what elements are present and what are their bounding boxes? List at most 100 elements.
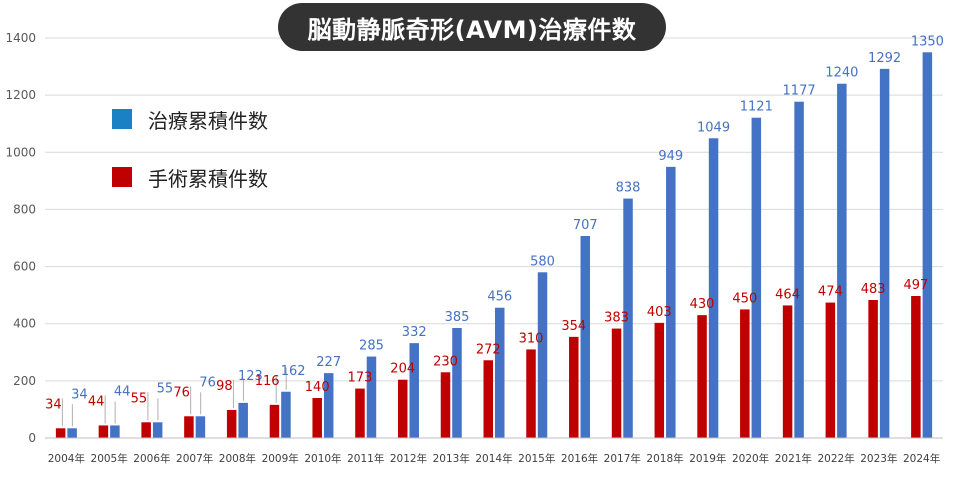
data-label-surgery-1: 44 [88,394,105,409]
x-tick-label-3: 2007年 [176,452,213,465]
bar-surgery-17 [782,305,793,438]
legend-label-treatment: 治療累積件数 [148,108,268,133]
data-label-treatment-4: 123 [238,369,263,384]
bar-surgery-1 [98,425,109,438]
bar-treatment-16 [751,117,762,438]
data-label-treatment-17: 1177 [783,84,816,99]
data-label-treatment-14: 949 [658,149,683,164]
data-label-treatment-1: 44 [114,384,131,399]
y-tick-label-0: 0 [28,431,36,445]
bar-surgery-4 [226,410,237,438]
data-label-treatment-13: 838 [616,181,641,196]
legend-swatch-treatment [112,109,132,129]
bar-surgery-9 [440,372,451,438]
data-label-treatment-9: 385 [445,310,470,325]
data-label-treatment-3: 76 [199,375,216,390]
bar-treatment-5 [281,391,291,438]
bar-surgery-7 [355,388,365,438]
data-label-surgery-5: 116 [255,374,280,389]
data-label-surgery-8: 204 [390,362,415,377]
data-label-surgery-0: 34 [45,397,62,412]
x-tick-label-13: 2017年 [604,452,641,465]
data-label-treatment-12: 707 [573,218,598,233]
bar-treatment-6 [323,373,334,438]
x-tick-label-7: 2011年 [347,452,384,465]
bar-treatment-2 [152,422,163,438]
data-label-surgery-2: 55 [131,391,148,406]
bar-treatment-10 [495,307,505,438]
data-label-treatment-19: 1292 [868,51,901,66]
data-label-surgery-20: 497 [903,278,928,293]
bar-surgery-16 [740,309,750,438]
x-tick-label-5: 2009年 [262,452,299,465]
y-tick-label-600: 600 [13,260,36,274]
x-tick-label-15: 2019年 [689,452,726,465]
bar-surgery-15 [697,315,707,438]
x-tick-label-18: 2022年 [817,452,854,465]
bar-treatment-1 [110,425,120,438]
x-tick-label-20: 2024年 [903,452,940,465]
x-tick-label-10: 2014年 [475,452,512,465]
bar-surgery-14 [654,322,665,438]
data-label-treatment-7: 285 [359,339,384,354]
bar-surgery-5 [269,404,280,438]
data-label-treatment-15: 1049 [697,120,730,135]
bar-surgery-10 [483,360,493,438]
data-label-surgery-16: 450 [732,291,757,306]
y-tick-label-800: 800 [13,202,36,216]
data-label-treatment-6: 227 [316,355,341,370]
data-label-treatment-2: 55 [157,381,174,396]
bar-surgery-2 [141,422,151,438]
bar-treatment-18 [837,83,847,438]
x-tick-label-6: 2010年 [304,452,341,465]
bar-treatment-17 [794,101,804,438]
data-label-surgery-17: 464 [775,287,800,302]
x-tick-label-16: 2020年 [732,452,769,465]
data-label-treatment-10: 456 [487,290,512,305]
data-label-treatment-18: 1240 [825,66,858,81]
bar-treatment-20 [922,52,933,439]
bar-treatment-9 [452,328,462,438]
x-tick-label-1: 2005年 [91,452,128,465]
x-tick-label-17: 2021年 [775,452,812,465]
bar-treatment-14 [666,166,676,438]
bar-treatment-8 [409,343,419,438]
bar-surgery-6 [312,398,322,438]
y-tick-label-1400: 1400 [5,31,36,45]
data-label-surgery-18: 474 [818,285,843,300]
x-tick-label-2: 2006年 [133,452,170,465]
x-tick-label-8: 2012年 [390,452,427,465]
data-label-surgery-4: 98 [216,379,233,394]
bar-treatment-19 [879,68,890,438]
legend-item-surgery: 手術累積件数 [112,162,268,192]
bar-surgery-8 [397,379,408,438]
x-tick-label-11: 2015年 [518,452,555,465]
bar-surgery-0 [55,428,66,438]
bar-surgery-11 [526,349,536,438]
y-tick-label-400: 400 [13,317,36,331]
bar-surgery-3 [184,416,194,438]
data-label-surgery-6: 140 [305,380,330,395]
y-tick-label-1000: 1000 [5,145,36,159]
x-tick-label-9: 2013年 [433,452,470,465]
data-label-treatment-11: 580 [530,254,555,269]
data-label-surgery-15: 430 [690,297,715,312]
bar-treatment-7 [366,356,377,438]
data-label-surgery-14: 403 [647,305,672,320]
data-label-surgery-12: 354 [561,319,586,334]
data-label-surgery-9: 230 [433,354,458,369]
data-label-surgery-11: 310 [519,331,544,346]
bar-treatment-0 [67,428,77,438]
x-tick-label-4: 2008年 [219,452,256,465]
legend: 治療累積件数 手術累積件数 [112,104,268,192]
chart-title: 脳動静脈奇形(AVM)治療件数 [278,3,666,51]
bar-treatment-11 [537,272,548,438]
data-label-treatment-16: 1121 [740,100,773,115]
bar-surgery-18 [825,302,836,438]
bar-surgery-12 [569,336,579,438]
data-label-surgery-13: 383 [604,311,629,326]
x-tick-label-19: 2023年 [860,452,897,465]
data-label-surgery-10: 272 [476,342,501,357]
bar-surgery-20 [911,296,921,438]
